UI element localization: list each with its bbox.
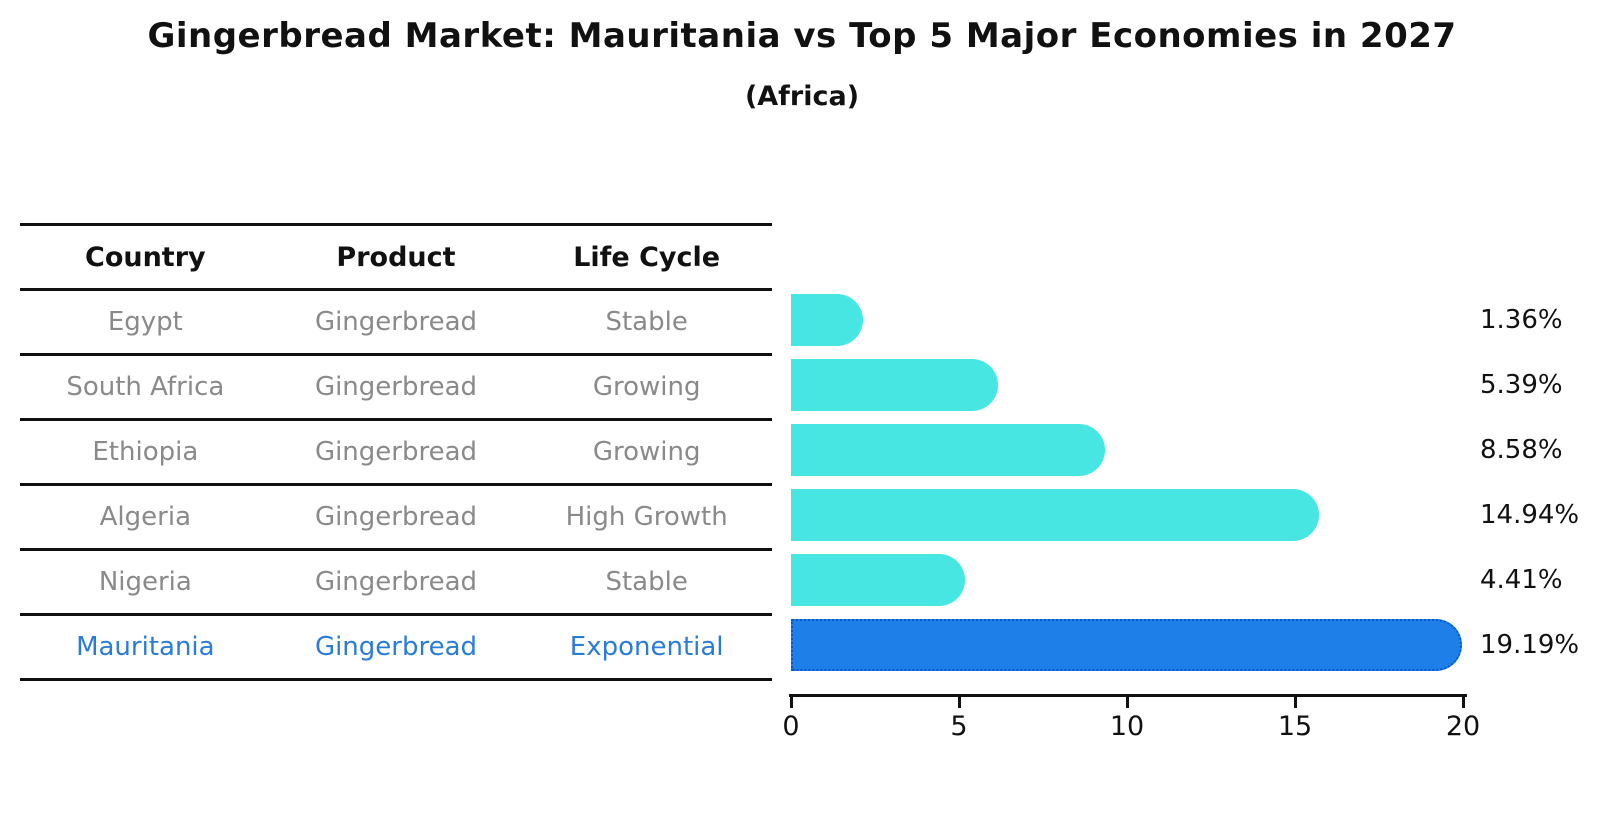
cell-life-cycle: Stable — [605, 567, 688, 597]
value-label-egypt: 1.36% — [1480, 305, 1563, 335]
cell-country: Mauritania — [76, 632, 215, 662]
cell-life-cycle: Exponential — [569, 632, 724, 662]
header-life-cycle: Life Cycle — [573, 241, 721, 273]
x-tick-15 — [1293, 697, 1297, 708]
table-row-nigeria: Nigeria Gingerbread Stable — [20, 548, 772, 613]
table-row-algeria: Algeria Gingerbread High Growth — [20, 483, 772, 548]
cell-life-cycle: Growing — [592, 372, 701, 402]
table-header-row: Country Product Life Cycle — [20, 223, 772, 288]
header-country: Country — [85, 241, 206, 273]
x-tick-5 — [957, 697, 961, 708]
cell-product: Gingerbread — [314, 307, 478, 337]
x-tick-20 — [1461, 697, 1465, 708]
x-tick-10 — [1125, 697, 1129, 708]
x-axis-line — [789, 694, 1467, 697]
bar-nigeria — [791, 554, 966, 606]
cell-product: Gingerbread — [314, 567, 478, 597]
chart-title: Gingerbread Market: Mauritania vs Top 5 … — [147, 16, 1457, 56]
data-table: Country Product Life Cycle Egypt Gingerbr… — [20, 223, 772, 681]
table-row-mauritania: Mauritania Gingerbread Exponential — [20, 613, 772, 678]
value-label-ethiopia: 8.58% — [1480, 435, 1563, 465]
cell-country: Nigeria — [98, 567, 192, 597]
cell-country: Algeria — [99, 502, 191, 532]
cell-product: Gingerbread — [314, 437, 478, 467]
value-label-column: 1.36% 5.39% 8.58% 14.94% 4.41% 19.19% — [1480, 288, 1600, 678]
bar-ethiopia — [791, 424, 1106, 476]
value-label-nigeria: 4.41% — [1480, 565, 1563, 595]
bar-plot-area — [791, 288, 1463, 678]
bar-south-africa — [791, 359, 999, 411]
cell-country: Ethiopia — [92, 437, 199, 467]
x-tick-label-20: 20 — [1445, 711, 1481, 742]
value-label-mauritania: 19.19% — [1480, 630, 1580, 660]
x-tick-label-15: 15 — [1277, 711, 1313, 742]
table-row-south-africa: South Africa Gingerbread Growing — [20, 353, 772, 418]
x-tick-label-10: 10 — [1109, 711, 1145, 742]
cell-product: Gingerbread — [314, 632, 478, 662]
table-body: Egypt Gingerbread Stable South Africa Ginger… — [20, 288, 772, 678]
cell-product: Gingerbread — [314, 502, 478, 532]
x-tick-label-0: 0 — [782, 711, 800, 742]
bar-algeria — [791, 489, 1319, 541]
value-label-algeria: 14.94% — [1480, 500, 1580, 530]
cell-life-cycle: High Growth — [565, 502, 728, 532]
chart-subtitle: (Africa) — [744, 81, 860, 112]
bar-egypt — [791, 294, 863, 346]
cell-country: South Africa — [66, 372, 225, 402]
value-label-south-africa: 5.39% — [1480, 370, 1563, 400]
header-product: Product — [336, 241, 456, 273]
bar-mauritania — [791, 619, 1462, 671]
cell-life-cycle: Stable — [605, 307, 688, 337]
cell-life-cycle: Growing — [592, 437, 701, 467]
table-row-ethiopia: Ethiopia Gingerbread Growing — [20, 418, 772, 483]
cell-country: Egypt — [107, 307, 183, 337]
x-tick-label-5: 5 — [950, 711, 968, 742]
x-tick-0 — [789, 697, 793, 708]
table-row-egypt: Egypt Gingerbread Stable — [20, 288, 772, 353]
cell-product: Gingerbread — [314, 372, 478, 402]
